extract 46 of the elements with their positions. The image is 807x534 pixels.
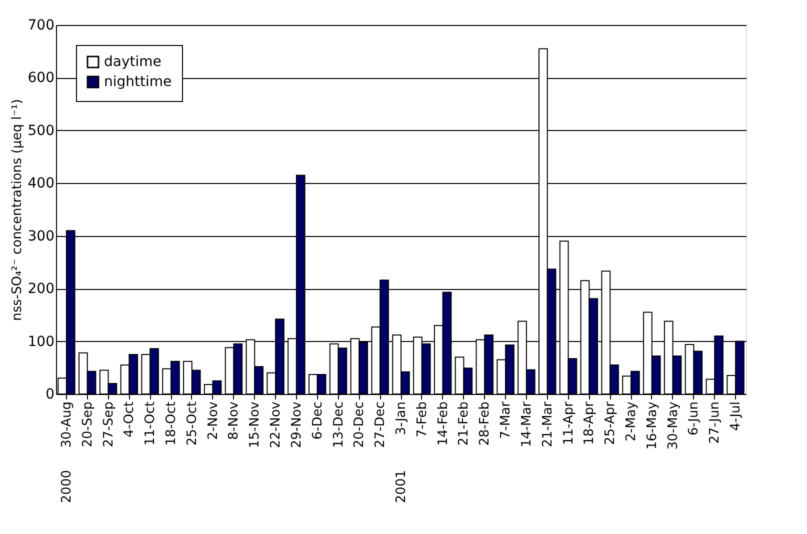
x-tick-label: 11-Apr <box>561 400 576 445</box>
x-tick-label: 7-Feb <box>414 402 430 438</box>
x-tick-label: 7-Mar <box>498 400 514 439</box>
y-tick-label: 400 <box>28 176 54 192</box>
x-tick-label: 18-Oct <box>164 402 179 446</box>
x-tick-label: 18-Apr <box>582 400 598 445</box>
x-tick-label: 8-Nov <box>226 401 242 440</box>
x-tick-label: 11-Oct <box>143 402 158 446</box>
x-tick-label: 20-Dec <box>352 402 368 448</box>
x-tick-label: 4-Jul <box>728 402 744 431</box>
x-tick-label: 6-Dec <box>310 402 326 440</box>
x-tick-label: 21-Feb <box>456 402 472 446</box>
x-tick-label: 20-Sep <box>80 402 96 448</box>
x-tick-label: 27-Dec <box>373 402 388 448</box>
y-tick-label: 500 <box>28 122 54 139</box>
x-tick-label: 2-May <box>624 401 639 442</box>
x-tick-label: 6-Jun <box>686 402 702 436</box>
y-tick-label: 0 <box>46 386 54 402</box>
x-tick-label: 25-Oct <box>184 402 200 446</box>
x-tick-label: 22-Nov <box>268 401 284 448</box>
y-axis-title: nss-SO₄²⁻ concentrations (μeq l⁻¹) <box>10 99 25 321</box>
text: 2001 <box>394 470 409 504</box>
x-tick-label: 30-May <box>666 401 681 450</box>
text: 2000 <box>59 470 74 504</box>
x-tick-label: 27-Sep <box>101 402 116 448</box>
x-tick-label: 14-Mar <box>519 400 534 448</box>
y-tick-label: 200 <box>28 281 54 298</box>
x-tick-label: 29-Nov <box>289 401 304 448</box>
y-tick-label: 300 <box>28 228 54 244</box>
y-tick-label: 600 <box>28 70 54 86</box>
x-tick-label: 14-Feb <box>436 402 451 446</box>
y-tick-label: 100 <box>28 334 54 350</box>
x-tick-label: 27-Jun <box>708 402 723 444</box>
legend-label: nighttime <box>104 74 172 90</box>
x-tick-label: 21-Mar <box>540 400 556 448</box>
x-tick-label: 16-May <box>644 401 660 450</box>
x-tick-label: 28-Feb <box>478 402 493 446</box>
x-tick-label: 30-Aug <box>59 402 74 448</box>
y-tick-label: 700 <box>28 18 54 34</box>
x-tick-label: 4-Oct <box>122 402 138 438</box>
x-tick-label: 15-Nov <box>248 401 263 448</box>
x-tick-label: 2-Nov <box>206 401 221 440</box>
legend-label: daytime <box>104 54 162 70</box>
x-tick-label: 25-Apr <box>603 400 618 445</box>
x-tick-label: 13-Dec <box>331 402 346 448</box>
x-tick-label: 3-Jan <box>394 402 409 436</box>
